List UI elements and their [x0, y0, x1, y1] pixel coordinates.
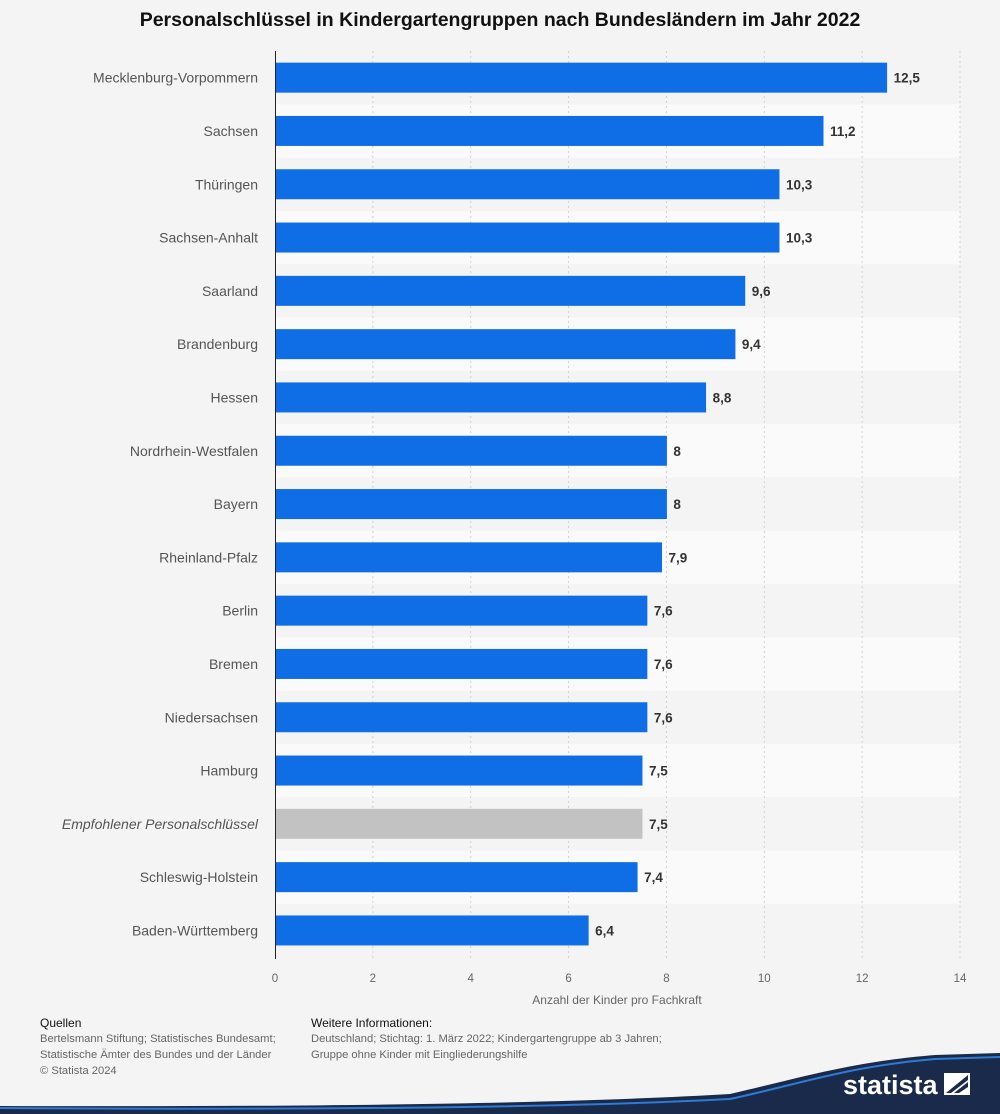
bar[interactable]: [275, 648, 648, 679]
x-tick-label: 2: [370, 973, 376, 985]
category-label: Hamburg: [200, 763, 258, 779]
brand-wave: [0, 1053, 1000, 1114]
bar[interactable]: [275, 702, 648, 733]
bar[interactable]: [275, 489, 667, 520]
value-label: 9,4: [742, 337, 761, 352]
value-label: 10,3: [786, 231, 813, 246]
bar[interactable]: [275, 382, 707, 413]
value-label: 7,6: [654, 710, 673, 725]
sources-line: Statistische Ämter des Bundes und der Lä…: [40, 1049, 272, 1061]
value-label: 7,6: [654, 604, 673, 619]
chart-title: Personalschlüssel in Kindergartengruppen…: [139, 9, 861, 31]
category-label: Brandenburg: [177, 336, 258, 352]
category-label: Niedersachsen: [165, 709, 258, 725]
category-label: Hessen: [211, 389, 258, 405]
category-label: Sachsen: [204, 123, 258, 139]
category-label: Bremen: [209, 656, 258, 672]
x-tick-label: 14: [954, 973, 967, 985]
category-label: Berlin: [222, 603, 258, 619]
category-label: Mecklenburg-Vorpommern: [93, 70, 258, 86]
sources-heading: Quellen: [40, 1016, 82, 1030]
brand-wave-accent: [0, 1056, 1000, 1110]
value-label: 7,4: [644, 870, 663, 885]
value-label: 8: [673, 497, 681, 512]
value-label: 7,6: [654, 657, 673, 672]
bar[interactable]: [275, 62, 888, 93]
sources-line: Bertelsmann Stiftung; Statistisches Bund…: [40, 1033, 276, 1045]
category-label: Schleswig-Holstein: [140, 869, 258, 885]
bar[interactable]: [275, 329, 736, 360]
category-label: Baden-Württemberg: [132, 922, 258, 938]
x-tick-label: 0: [272, 973, 278, 985]
bar[interactable]: [275, 808, 643, 839]
bar[interactable]: [275, 542, 663, 573]
value-label: 7,9: [669, 550, 688, 565]
value-label: 9,6: [752, 284, 771, 299]
info-line: Gruppe ohne Kinder mit Eingliederungshil…: [311, 1049, 528, 1061]
sources-block: Quellen Bertelsmann Stiftung; Statistisc…: [40, 1015, 276, 1079]
category-label: Thüringen: [195, 176, 258, 192]
x-tick-label: 8: [663, 973, 669, 985]
x-tick-label: 6: [565, 973, 571, 985]
bar[interactable]: [275, 915, 589, 946]
x-axis-title: Anzahl der Kinder pro Fachkraft: [532, 993, 702, 1007]
info-line: Deutschland; Stichtag: 1. März 2022; Kin…: [311, 1033, 662, 1045]
value-label: 8: [673, 444, 681, 459]
bar[interactable]: [275, 275, 746, 306]
value-label: 8,8: [713, 390, 732, 405]
copyright: © Statista 2024: [40, 1065, 117, 1077]
value-label: 7,5: [649, 817, 668, 832]
category-label: Rheinland-Pfalz: [159, 549, 258, 565]
value-label: 11,2: [830, 124, 856, 139]
bar[interactable]: [275, 862, 638, 893]
value-label: 7,5: [649, 764, 668, 779]
category-label: Bayern: [214, 496, 258, 512]
info-heading: Weitere Informationen:: [311, 1016, 433, 1030]
bar[interactable]: [275, 435, 667, 466]
x-tick-label: 12: [856, 973, 869, 985]
category-label: Saarland: [202, 283, 258, 299]
value-label: 10,3: [786, 177, 813, 192]
bar[interactable]: [275, 595, 648, 626]
statista-logo-icon: [944, 1073, 970, 1095]
statista-logo-text: statista: [843, 1070, 939, 1100]
bar[interactable]: [275, 755, 643, 786]
x-tick-label: 10: [758, 973, 771, 985]
bar-chart: Mecklenburg-Vorpommern Sachsen Thüringen Sa…: [62, 51, 967, 1007]
bar[interactable]: [275, 169, 780, 200]
category-label: Empfohlener Personalschlüssel: [62, 816, 259, 832]
x-tick-label: 4: [468, 973, 475, 985]
info-block: Weitere Informationen: Deutschland; Stic…: [311, 1015, 662, 1063]
bar[interactable]: [275, 115, 824, 146]
bar[interactable]: [275, 222, 780, 253]
value-label: 12,5: [894, 71, 921, 86]
category-label: Sachsen-Anhalt: [159, 230, 258, 246]
value-label: 6,4: [595, 923, 614, 938]
category-label: Nordrhein-Westfalen: [130, 443, 258, 459]
